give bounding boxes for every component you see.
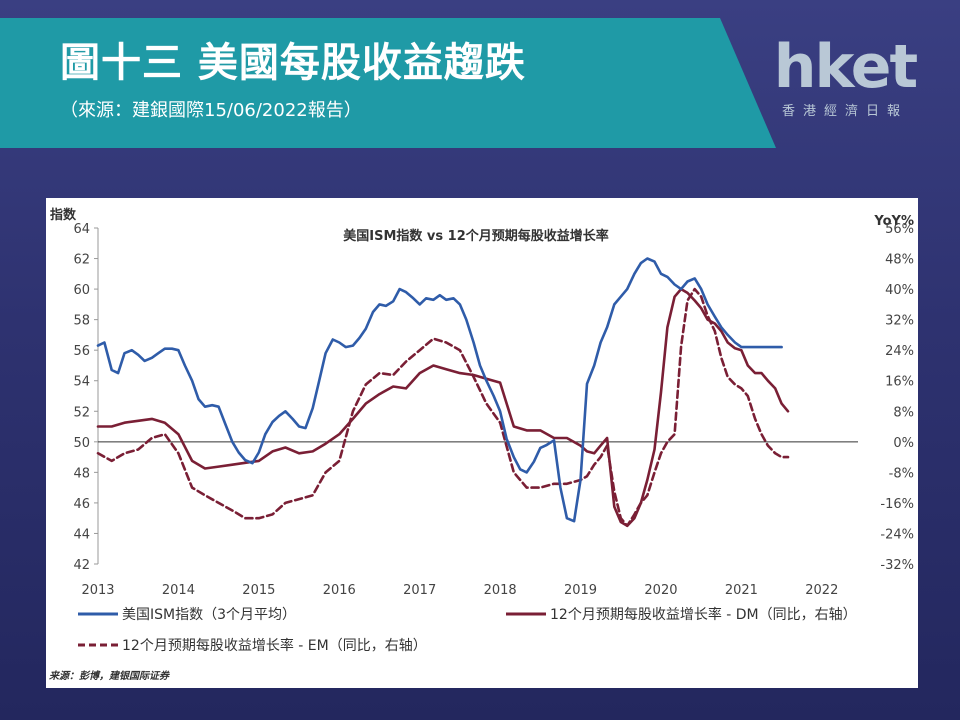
right-tick-label: -8%	[889, 466, 914, 481]
source-note: 来源：彭博，建银国际证券	[49, 670, 170, 682]
left-tick-label: 54	[73, 375, 90, 390]
left-tick-label: 52	[73, 405, 90, 420]
series-line-em	[96, 287, 790, 528]
x-tick-label: 2015	[242, 583, 275, 598]
right-tick-label: 0%	[893, 436, 914, 451]
chart-series	[96, 257, 790, 528]
title-banner	[0, 18, 776, 148]
series-line-ism	[96, 257, 783, 523]
hket-logo: hket 香港經濟日報	[760, 32, 930, 119]
left-tick-label: 58	[73, 314, 90, 329]
left-tick-label: 50	[73, 436, 90, 451]
right-tick-label: -24%	[880, 527, 914, 542]
legend-label-ism: 美国ISM指数（3个月平均）	[122, 607, 296, 623]
x-tick-label: 2022	[805, 583, 838, 598]
left-tick-label: 48	[73, 466, 90, 481]
logo-wordmark: hket	[773, 32, 918, 102]
page-title: 圖十三 美國每股收益趨跌	[60, 40, 526, 86]
x-tick-label: 2020	[644, 583, 677, 598]
left-tick-label: 64	[73, 222, 90, 237]
x-tick-label: 2016	[323, 583, 356, 598]
left-tick-label: 60	[73, 283, 90, 298]
left-tick-label: 46	[73, 497, 90, 512]
right-tick-label: 40%	[885, 283, 914, 298]
legend-label-dm: 12个月预期每股收益增长率 - DM（同比，右轴）	[550, 606, 857, 623]
right-tick-label: 16%	[885, 375, 914, 390]
page-subtitle: （來源：建銀國際15/06/2022報告）	[60, 100, 362, 121]
right-tick-label: 32%	[885, 314, 914, 329]
x-tick-label: 2021	[725, 583, 758, 598]
logo-subtitle: 香港經濟日報	[781, 104, 908, 119]
x-tick-label: 2013	[81, 583, 114, 598]
right-tick-label: 56%	[885, 222, 914, 237]
right-tick-label: -16%	[880, 497, 914, 512]
x-tick-label: 2017	[403, 583, 436, 598]
right-tick-label: 8%	[893, 405, 914, 420]
left-tick-label: 42	[73, 558, 90, 573]
chart-axes: 64 62 60 58 56 54 52 50 48 46 44 42 56% 48% 40% 32% 24% 1…	[73, 222, 914, 598]
left-axis-label: 指数	[50, 207, 77, 223]
chart-title: 美国ISM指数 vs 12个月预期每股收益增长率	[343, 228, 609, 244]
x-tick-label: 2018	[484, 583, 517, 598]
chart-panel: 指数 YoY% 美国ISM指数 vs 12个月预期每股收益增长率 64 62 60 5…	[46, 198, 918, 688]
legend-label-em: 12个月预期每股收益增长率 - EM（同比，右轴）	[122, 637, 427, 654]
right-tick-label: 48%	[885, 253, 914, 268]
ism-eps-chart: 指数 YoY% 美国ISM指数 vs 12个月预期每股收益增长率 64 62 60 5…	[49, 207, 914, 682]
right-axis-label: YoY%	[873, 214, 914, 229]
left-tick-label: 56	[73, 344, 90, 359]
chart-legend: 美国ISM指数（3个月平均） 12个月预期每股收益增长率 - DM（同比，右轴）…	[78, 606, 857, 654]
left-tick-label: 44	[73, 527, 90, 542]
left-tick-label: 62	[73, 253, 90, 268]
right-tick-label: 24%	[885, 344, 914, 359]
x-tick-label: 2019	[564, 583, 597, 598]
right-tick-label: -32%	[880, 558, 914, 573]
x-tick-label: 2014	[162, 583, 195, 598]
